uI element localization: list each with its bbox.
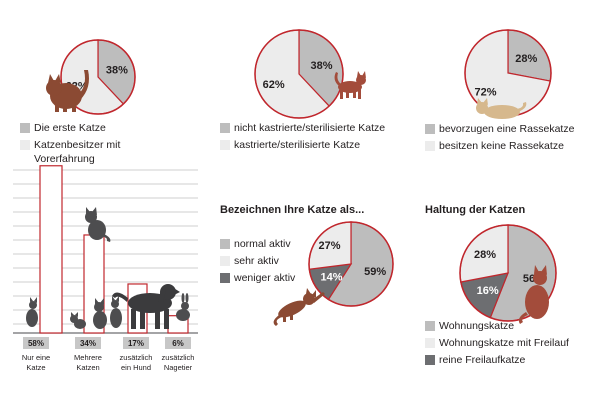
legend-label: reine Freilaufkatze — [439, 354, 526, 366]
pie-percent-label: 38% — [106, 65, 128, 77]
bar-value-box — [75, 337, 101, 349]
legend-neutered: nicht kastrierte/sterilisierte Katze kas… — [220, 121, 410, 155]
bar-value-label: 58% — [28, 339, 44, 348]
legend-swatch — [220, 239, 230, 249]
legend-item: Katzenbesitzer mit Vorerfahrung — [20, 138, 200, 166]
legend-item: normal aktiv — [220, 237, 330, 251]
pie-percent-label: 16% — [477, 285, 499, 297]
legend-item: kastrierte/sterilisierte Katze — [220, 138, 410, 152]
legend-swatch — [220, 273, 230, 283]
legend-label: Wohnungskatze mit Freilauf — [439, 337, 569, 349]
bar-category-line: zusätzlich — [161, 353, 195, 362]
pie-percent-label: 27% — [319, 240, 341, 252]
heading-activity: Bezeichnen Ihre Katze als... — [220, 204, 365, 216]
legend-item: nicht kastrierte/sterilisierte Katze — [220, 121, 410, 135]
legend-label: nicht kastrierte/sterilisierte Katze — [234, 122, 386, 134]
pie-percent-label: 28% — [474, 249, 496, 261]
legend-item: Wohnungskatze mit Freilauf — [425, 336, 595, 350]
cat-silhouette-ground-small — [70, 312, 86, 329]
legend-label: kastrierte/sterilisierte Katze — [234, 139, 361, 151]
legend-swatch — [20, 140, 30, 150]
bar-value-label: 6% — [172, 339, 184, 348]
cat-silhouette-ground-left — [26, 297, 38, 327]
legend-label: sehr aktiv — [234, 255, 279, 267]
legend-item: sehr aktiv — [220, 254, 330, 268]
rabbit-silhouette — [176, 293, 190, 321]
bar-value-label: 17% — [128, 339, 144, 348]
bar-value-box — [23, 337, 49, 349]
bar-value-label: 34% — [80, 339, 96, 348]
pie-percent-label: 14% — [320, 271, 342, 283]
legend-swatch — [220, 140, 230, 150]
legend-swatch — [425, 321, 435, 331]
pie-percent-label: 72% — [474, 87, 496, 99]
legend-item: Wohnungskatze — [425, 319, 595, 333]
heading-keeping: Haltung der Katzen — [425, 204, 526, 216]
legend-first-cat: Die erste Katze Katzenbesitzer mit Vorer… — [20, 121, 200, 169]
pie-outline — [308, 221, 394, 307]
bar-category-line: Katzen — [76, 363, 100, 372]
legend-label: besitzen keine Rassekatze — [439, 140, 564, 152]
legend-label: weniger aktiv — [234, 272, 296, 284]
bar-category-line: Nagetier — [163, 363, 193, 372]
legend-swatch — [425, 338, 435, 348]
legend-keeping: Wohnungskatze Wohnungskatze mit Freilauf… — [425, 319, 595, 370]
bar-category-label: Nur eine Katze — [13, 353, 59, 373]
pie-percent-label: 59% — [364, 266, 386, 278]
legend-swatch — [425, 124, 435, 134]
legend-swatch — [20, 123, 30, 133]
legend-label: Wohnungskatze — [439, 320, 515, 332]
legend-item: weniger aktiv — [220, 271, 330, 285]
cat-silhouette-ground-pair — [93, 296, 122, 329]
legend-label: Katzenbesitzer mit Vorerfahrung — [34, 139, 121, 165]
legend-swatch — [220, 123, 230, 133]
legend-swatch — [220, 256, 230, 266]
bar-chart — [13, 165, 198, 334]
pie-charts: 38%62%38%62%28%72%59%14%27%56%16%28% — [60, 29, 557, 322]
bar — [39, 165, 63, 334]
dog-silhouette — [112, 284, 180, 329]
legend-item: reine Freilaufkatze — [425, 353, 595, 367]
pie-outline — [60, 39, 136, 115]
legend-label: Die erste Katze — [34, 122, 106, 134]
bar-category-label: Mehrere Katzen — [65, 353, 111, 373]
legend-breed: bevorzugen eine Rassekatze besitzen kein… — [425, 122, 595, 156]
bar-category-label: zusätzlich Nagetier — [155, 353, 201, 373]
cat-silhouette-on-bar-black — [85, 207, 111, 242]
legend-item: bevorzugen eine Rassekatze — [425, 122, 595, 136]
pie-percent-label: 62% — [263, 79, 285, 91]
bar-category-line: Katze — [26, 363, 46, 372]
legend-item: besitzen keine Rassekatze — [425, 139, 595, 153]
legend-label: normal aktiv — [234, 238, 291, 250]
bar-category-line: ein Hund — [120, 363, 152, 372]
legend-swatch — [425, 141, 435, 151]
pie-percent-label: 38% — [310, 60, 332, 72]
bar-value-box — [123, 337, 149, 349]
legend-swatch — [425, 355, 435, 365]
cat-silhouette-lying-tan — [476, 98, 527, 119]
cat-silhouette-playing-brown — [273, 288, 325, 326]
legend-activity: normal aktiv sehr aktiv weniger aktiv — [220, 237, 330, 288]
bar-category-line: Nur eine — [21, 353, 51, 362]
legend-item: Die erste Katze — [20, 121, 200, 135]
pie-outline — [254, 29, 344, 119]
cat-silhouette-walking-rust — [334, 71, 366, 99]
legend-label: bevorzugen eine Rassekatze — [439, 123, 575, 135]
cat-silhouette-sitting-rust — [518, 265, 549, 324]
bar-category-line: zusätzlich — [119, 353, 153, 362]
cat-silhouette-sitting-brown — [46, 70, 89, 112]
bar-category-line: Mehrere — [74, 353, 102, 362]
bar-category-label: zusätzlich ein Hund — [113, 353, 159, 373]
pie-percent-label: 28% — [515, 53, 537, 65]
pie-outline — [459, 224, 557, 322]
bar-value-box — [165, 337, 191, 349]
